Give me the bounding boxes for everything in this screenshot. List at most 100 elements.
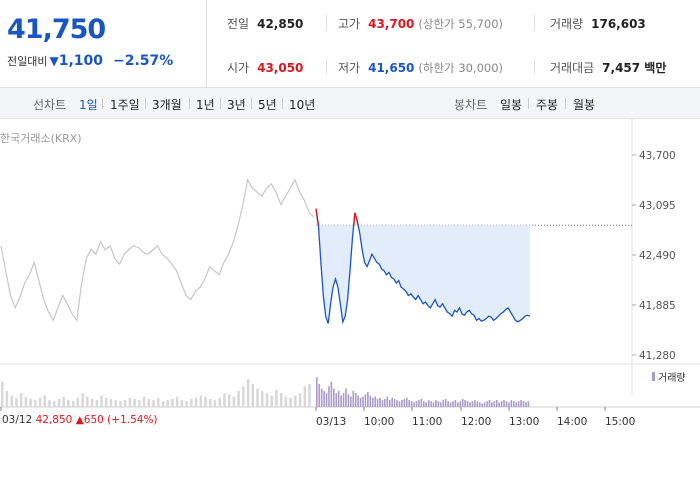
volume-bar — [53, 401, 56, 407]
volume-bar — [15, 397, 18, 407]
volume-bar — [452, 401, 454, 407]
tab-1d[interactable]: 1일 — [79, 98, 98, 112]
down-arrow-icon: ▼ — [49, 54, 59, 68]
divider — [534, 15, 535, 30]
volume-bar — [457, 402, 459, 407]
volume-bar — [476, 401, 479, 407]
volume-bar — [430, 401, 432, 407]
volume-bar — [440, 402, 442, 407]
volume-bar — [354, 393, 357, 407]
y-axis-ticks: 43,700 43,095 42,490 41,885 41,280 — [632, 150, 676, 362]
volume-bar — [345, 388, 347, 407]
volume-bar — [294, 395, 297, 407]
change-label: 전일대비 — [7, 55, 48, 68]
volume-bar — [209, 398, 212, 407]
prev-day-date: 03/12 — [2, 414, 33, 426]
volume-bar — [256, 388, 259, 407]
volume-bar — [364, 394, 367, 407]
high-label: 고가 — [338, 17, 361, 31]
volume-bar — [29, 398, 32, 407]
prev-day-close: 42,850 — [35, 414, 73, 426]
volume-bar — [493, 401, 496, 407]
tab-1w[interactable]: 1주일 — [110, 98, 140, 112]
volume-bar — [403, 398, 406, 407]
tab-3m[interactable]: 3개월 — [152, 98, 182, 112]
tab-monthly-candle[interactable]: 월봉 — [573, 98, 596, 112]
x-tick-label: 14:00 — [557, 416, 587, 428]
divider — [251, 98, 252, 109]
x-tick-label: 13:00 — [509, 416, 539, 428]
volume-bar — [38, 397, 42, 407]
volume-bar — [437, 401, 440, 407]
volume-bar — [90, 398, 94, 407]
prev-day-rate: (+1.54%) — [107, 414, 158, 426]
volume-bar — [405, 397, 408, 407]
volume-bar — [138, 400, 141, 407]
today-line — [315, 208, 531, 325]
volume-bar — [166, 400, 169, 407]
volume-bar — [374, 396, 376, 407]
today-series-line — [315, 208, 531, 325]
volume-bar — [444, 398, 447, 407]
tab-10y[interactable]: 10년 — [289, 98, 316, 112]
volume-bar — [328, 386, 330, 407]
open-label: 시가 — [227, 61, 250, 75]
divider — [145, 98, 146, 109]
volume-bar — [270, 395, 273, 407]
today-area-fill — [316, 208, 530, 324]
volume-bar — [379, 397, 381, 407]
y-tick-label: 41,280 — [639, 350, 676, 362]
volume-bar — [142, 396, 146, 407]
upper-limit: (상한가 55,700) — [418, 17, 504, 31]
volume-bar — [398, 401, 401, 407]
tab-daily-candle[interactable]: 일봉 — [500, 98, 523, 112]
volume-bar — [447, 401, 449, 407]
volume-value: 176,603 — [591, 17, 646, 31]
volume-bar — [359, 397, 362, 407]
volume-bar — [413, 402, 415, 407]
volume-bar — [251, 383, 255, 407]
low-label: 저가 — [338, 61, 361, 75]
tab-3y[interactable]: 3년 — [227, 98, 246, 112]
volume-bar — [427, 400, 430, 407]
change-value: 1,100 — [58, 53, 104, 69]
volume-bar — [352, 390, 355, 407]
volume-bar — [5, 390, 9, 407]
volume-bar — [123, 400, 127, 407]
prev-close-value: 42,850 — [257, 17, 304, 31]
volume-bar — [109, 398, 113, 407]
volume-bar — [495, 400, 498, 407]
tab-1y[interactable]: 1년 — [196, 98, 215, 112]
volume-bar — [246, 379, 250, 407]
volume-bar — [376, 398, 379, 407]
low-value: 41,650 — [368, 61, 415, 75]
volume-bar — [432, 402, 435, 407]
volume-bar — [517, 401, 520, 407]
prev-day-change: 650 — [83, 414, 104, 426]
volume-bar — [171, 398, 174, 407]
volume-bar — [227, 394, 231, 407]
volume-bar — [204, 396, 207, 407]
volume-bar — [425, 402, 428, 407]
y-tick-label: 42,490 — [639, 250, 676, 262]
volume-bar — [57, 398, 61, 407]
volume-bar — [128, 397, 132, 407]
volume-bar — [335, 393, 338, 407]
volume-bar — [265, 393, 269, 407]
volume-bar — [190, 398, 193, 407]
y-tick-label: 43,095 — [639, 200, 676, 212]
x-axis-ticks: 03/12 03/13 10:00 11:00 12:00 13:00 14:00 15:00 — [0, 407, 635, 428]
volume-bar — [459, 401, 462, 407]
volume-bar — [474, 400, 476, 407]
tab-weekly-candle[interactable]: 주봉 — [536, 98, 559, 112]
volume-bar — [449, 402, 452, 407]
volume-bar — [522, 401, 525, 407]
volume-legend: 거래량 — [652, 372, 686, 384]
volume-bar — [180, 400, 184, 407]
volume-bar — [147, 398, 151, 407]
volume-bar — [100, 395, 103, 407]
volume-bar — [371, 397, 374, 407]
volume-bar — [369, 395, 372, 407]
tab-5y[interactable]: 5년 — [258, 98, 277, 112]
